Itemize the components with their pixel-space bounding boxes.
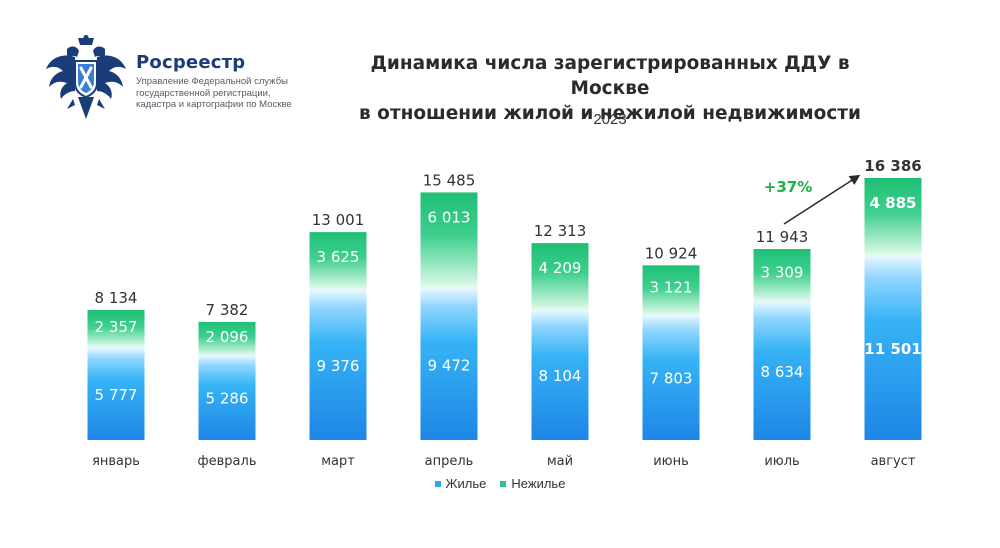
data-label-residential: 9 376 [317, 357, 360, 375]
chart-subtitle-year: 2023 [593, 111, 627, 128]
x-tick-label: январь [92, 454, 140, 469]
x-tick-label: апрель [425, 454, 474, 469]
bar-residential [531, 310, 589, 440]
chart-title-line: Динамика числа зарегистрированных ДДУ в … [370, 53, 850, 99]
org-subtitle: Управление Федеральной службы государств… [136, 76, 336, 111]
org-name: Росреестр [136, 52, 246, 73]
data-label-nonresidential: 2 096 [206, 328, 249, 346]
x-tick-label: февраль [198, 454, 257, 469]
data-label-nonresidential: 3 121 [650, 278, 693, 296]
data-label-total: 10 924 [645, 244, 698, 262]
data-label-residential: 5 286 [206, 390, 249, 408]
growth-annotation-label: +37% [764, 178, 812, 196]
data-label-residential: 11 501 [864, 340, 921, 358]
bar-residential [753, 301, 811, 440]
data-label-total: 8 134 [95, 289, 138, 307]
data-label-residential: 7 803 [650, 370, 693, 388]
bar-nonresidential [642, 265, 700, 316]
data-label-nonresidential: 6 013 [428, 208, 471, 226]
legend-swatch-residential [434, 480, 441, 487]
bar-nonresidential [87, 309, 145, 348]
bar-residential [309, 290, 367, 440]
x-tick-label: август [871, 454, 916, 469]
bar-nonresidential [420, 192, 478, 289]
legend-swatch-nonresidential [500, 480, 507, 487]
bar-residential [420, 288, 478, 440]
data-label-nonresidential: 2 357 [95, 318, 138, 336]
data-label-nonresidential: 4 885 [870, 194, 917, 212]
legend-label-residential: Жилье [445, 476, 487, 491]
bar-nonresidential [864, 178, 922, 257]
eagle-emblem-icon [46, 35, 126, 119]
data-label-nonresidential: 4 209 [539, 259, 582, 277]
bar-nonresidential [309, 232, 367, 291]
bar-residential [864, 256, 922, 440]
data-label-total: 11 943 [756, 228, 809, 246]
data-label-total: 13 001 [312, 211, 365, 229]
x-tick-label: май [547, 454, 573, 469]
legend-item-nonresidential: Нежилье [500, 476, 565, 491]
chart-legend: Жилье Нежилье [0, 476, 1000, 491]
x-tick-label: март [321, 454, 355, 469]
data-label-residential: 5 777 [95, 386, 138, 404]
data-label-total: 12 313 [534, 222, 587, 240]
data-label-residential: 8 634 [761, 363, 804, 381]
data-label-total: 7 382 [206, 301, 249, 319]
bar-nonresidential [753, 249, 811, 302]
data-label-total: 16 386 [864, 157, 921, 175]
x-tick-label: июль [764, 454, 799, 469]
bar-residential [642, 315, 700, 440]
legend-label-nonresidential: Нежилье [511, 476, 566, 491]
org-subtitle-line: государственной регистрации, [136, 87, 271, 99]
bar-residential [198, 355, 256, 440]
data-label-total: 15 485 [423, 171, 476, 189]
org-subtitle-line: кадастра и картографии по Москве [136, 99, 292, 110]
chart-title: Динамика числа зарегистрированных ДДУ в … [330, 51, 890, 126]
bar-residential [87, 347, 145, 440]
chart-title-line: в отношении жилой и нежилой недвижимости [358, 103, 861, 124]
data-label-nonresidential: 3 625 [317, 248, 360, 266]
data-label-nonresidential: 3 309 [761, 263, 804, 281]
bar-nonresidential [198, 321, 256, 356]
x-tick-label: июнь [653, 454, 689, 469]
data-label-residential: 8 104 [539, 367, 582, 385]
growth-arrow [783, 174, 861, 225]
legend-item-residential: Жилье [434, 476, 487, 491]
org-subtitle-line: Управление Федеральной службы [136, 76, 288, 87]
bar-nonresidential [531, 243, 589, 311]
logo-block: Росреестр Управление Федеральной службы … [45, 35, 345, 125]
data-label-residential: 9 472 [428, 356, 471, 374]
